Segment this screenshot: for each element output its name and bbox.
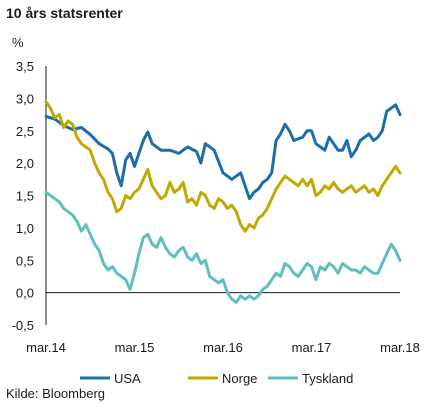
x-tick-label: mar.17: [292, 340, 332, 355]
series-lines: [44, 100, 402, 304]
x-tick-label: mar.16: [203, 340, 243, 355]
chart-title: 10 års statsrenter: [6, 5, 123, 21]
y-tick-label: 1,0: [16, 221, 34, 236]
series-line-tyskland: [44, 190, 402, 304]
axes: [45, 66, 400, 325]
y-axis-ticks: 3,5 3,0 2,5 2,0 1,5 1,0 0,5 0,0 -0,5: [12, 59, 34, 333]
y-tick-label: 2,5: [16, 124, 34, 139]
y-tick-label: 3,0: [16, 91, 34, 106]
y-tick-label: 0,5: [16, 253, 34, 268]
x-tick-label: mar.14: [26, 340, 66, 355]
y-tick-label: 1,5: [16, 189, 34, 204]
y-tick-label: 0,0: [16, 286, 34, 301]
series-line-usa: [44, 103, 402, 201]
x-tick-label: mar.15: [115, 340, 155, 355]
series-line-norge: [44, 100, 402, 233]
legend-label-norge: Norge: [222, 371, 257, 386]
legend: USA Norge Tyskland: [80, 371, 353, 386]
y-tick-label: -0,5: [12, 318, 34, 333]
x-tick-label: mar.18: [380, 340, 420, 355]
legend-label-usa: USA: [114, 371, 141, 386]
y-tick-label: 3,5: [16, 59, 34, 74]
y-axis-unit: %: [12, 35, 24, 50]
legend-label-tyskland: Tyskland: [302, 371, 353, 386]
y-tick-label: 2,0: [16, 156, 34, 171]
x-axis-ticks: mar.14 mar.15 mar.16 mar.17 mar.18: [26, 340, 420, 355]
source-note: Kilde: Bloomberg: [6, 386, 105, 401]
